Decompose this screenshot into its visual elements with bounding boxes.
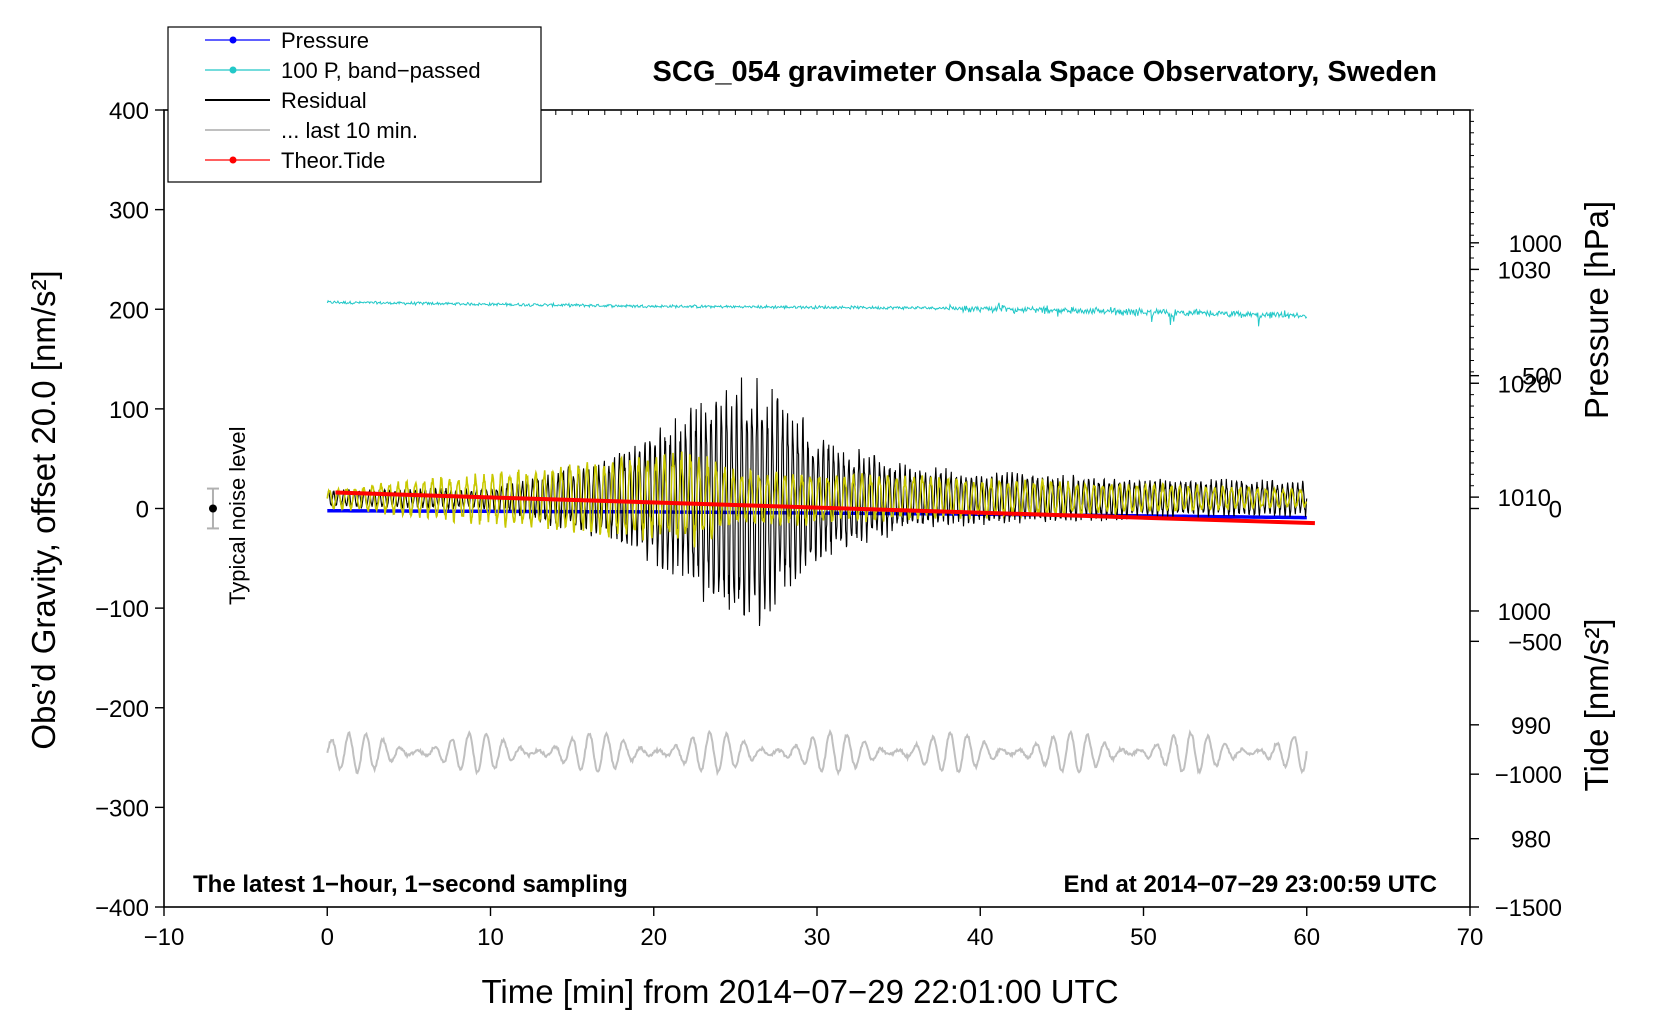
pressure-tick-label: 1000 bbox=[1498, 599, 1551, 626]
y-tick-label: 300 bbox=[109, 198, 149, 225]
legend-box bbox=[167, 26, 542, 183]
x-tick-label: 50 bbox=[1130, 924, 1157, 951]
x-tick-label: 60 bbox=[1293, 924, 1320, 951]
tide-tick-label: −1500 bbox=[1495, 895, 1562, 922]
legend-item-theor-tide: Theor.Tide bbox=[205, 148, 385, 173]
tide-tick-label: −500 bbox=[1508, 629, 1562, 656]
y-tick-label: 0 bbox=[136, 497, 149, 524]
legend-item-last-10-min: ... last 10 min. bbox=[205, 118, 418, 143]
series-band-passed bbox=[326, 299, 1308, 327]
y-axis-ticks: 400 300 200 100 0 −100 −200 −300 −400 bbox=[95, 98, 164, 922]
x-tick-label: 40 bbox=[967, 924, 994, 951]
x-axis-label: Time [min] from 2014−07−29 22:01:00 UTC bbox=[481, 973, 1118, 1010]
pressure-axis-label: Pressure [hPa] bbox=[1578, 201, 1615, 419]
y-tick-label: 400 bbox=[109, 98, 149, 125]
y-tick-label: −200 bbox=[95, 696, 149, 723]
noise-indicator bbox=[206, 487, 219, 530]
y-tick-label: −100 bbox=[95, 596, 149, 623]
chart-title: SCG_054 gravimeter Onsala Space Observat… bbox=[653, 56, 1437, 88]
y-tick-label: 200 bbox=[109, 297, 149, 324]
legend-label-residual: Residual bbox=[281, 88, 367, 113]
legend: Pressure 100 P, band−passed Residual ...… bbox=[167, 26, 542, 183]
tide-axis-label: Tide [nm/s²] bbox=[1578, 619, 1615, 792]
tide-tick-label: 1000 bbox=[1509, 231, 1562, 258]
y-tick-label: 100 bbox=[109, 397, 149, 424]
series-residual-filtered bbox=[326, 451, 1308, 548]
x-tick-label: 70 bbox=[1457, 924, 1484, 951]
x-tick-label: 10 bbox=[477, 924, 504, 951]
pressure-tick-label: 1020 bbox=[1498, 371, 1551, 398]
y-tick-label: −300 bbox=[95, 795, 149, 822]
pressure-tick-label: 1010 bbox=[1498, 485, 1551, 512]
x-axis-ticks: −10 0 10 20 30 40 50 60 70 bbox=[144, 907, 1484, 951]
legend-label-theor-tide: Theor.Tide bbox=[281, 148, 385, 173]
legend-label-last-10-min: ... last 10 min. bbox=[281, 118, 418, 143]
x-tick-label: −10 bbox=[144, 924, 185, 951]
pressure-tick-label: 990 bbox=[1511, 713, 1551, 740]
noise-label: Typical noise level bbox=[225, 426, 250, 605]
legend-label-band-passed: 100 P, band−passed bbox=[281, 58, 481, 83]
x-tick-label: 30 bbox=[804, 924, 831, 951]
legend-item-residual: Residual bbox=[205, 88, 367, 113]
noise-dot bbox=[208, 504, 217, 513]
y-axis-label: Obs’d Gravity, offset 20.0 [nm/s²] bbox=[25, 270, 62, 749]
tide-tick-label: −1000 bbox=[1495, 762, 1562, 789]
pressure-tick-label: 1030 bbox=[1498, 257, 1551, 284]
tide-axis-ticks: 1000 500 0 −500 −1000 −1500 bbox=[1470, 231, 1562, 922]
legend-label-pressure: Pressure bbox=[281, 28, 369, 53]
sampling-note: The latest 1−hour, 1−second sampling bbox=[193, 871, 628, 898]
x-tick-label: 20 bbox=[640, 924, 667, 951]
tide-tick-label: 500 bbox=[1522, 364, 1562, 391]
series-last-10-min bbox=[326, 728, 1308, 777]
tide-tick-label: 0 bbox=[1549, 497, 1562, 524]
pressure-tick-label: 980 bbox=[1511, 827, 1551, 854]
x-tick-label: 0 bbox=[321, 924, 334, 951]
y-tick-label: −400 bbox=[95, 895, 149, 922]
pressure-axis-ticks: 1030 1020 1010 1000 990 980 bbox=[1470, 257, 1551, 854]
end-time-note: End at 2014−07−29 23:00:59 UTC bbox=[1063, 871, 1437, 898]
legend-item-pressure: Pressure bbox=[205, 28, 369, 53]
legend-item-band-passed: 100 P, band−passed bbox=[205, 58, 481, 83]
series-theor-tide bbox=[335, 490, 1315, 526]
data-series bbox=[326, 299, 1315, 777]
